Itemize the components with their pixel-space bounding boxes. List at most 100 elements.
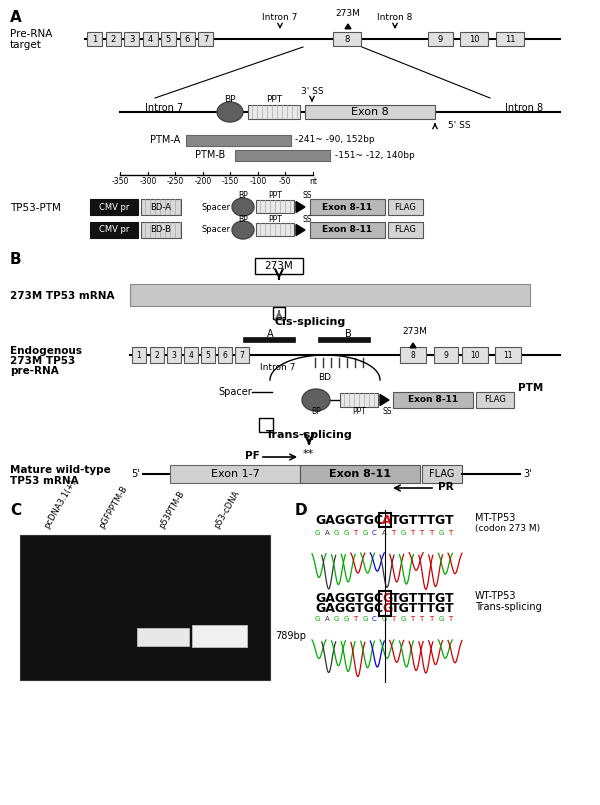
Bar bbox=[273, 307, 285, 319]
Text: 5': 5' bbox=[131, 469, 140, 479]
Text: Exon 8-11: Exon 8-11 bbox=[322, 225, 372, 234]
Bar bbox=[460, 32, 488, 46]
Text: 1: 1 bbox=[92, 35, 97, 43]
Bar bbox=[141, 199, 181, 215]
Text: Endogenous: Endogenous bbox=[10, 346, 82, 356]
Text: 7: 7 bbox=[239, 350, 244, 360]
Polygon shape bbox=[296, 201, 305, 213]
Text: PR: PR bbox=[438, 482, 454, 492]
Text: 4: 4 bbox=[188, 350, 193, 360]
Text: -241~ -90, 152bp: -241~ -90, 152bp bbox=[295, 135, 374, 145]
Text: PF: PF bbox=[245, 451, 260, 461]
Text: G: G bbox=[382, 616, 387, 622]
Text: T: T bbox=[448, 616, 452, 622]
Bar bbox=[132, 347, 146, 363]
Text: T: T bbox=[448, 530, 452, 536]
Bar bbox=[300, 465, 420, 483]
Bar bbox=[186, 135, 291, 146]
Bar bbox=[106, 32, 121, 46]
Bar bbox=[170, 465, 300, 483]
Ellipse shape bbox=[232, 198, 254, 216]
Text: T: T bbox=[353, 616, 357, 622]
Text: TGTTTGT: TGTTTGT bbox=[391, 592, 455, 605]
Bar bbox=[476, 392, 514, 408]
Text: 3: 3 bbox=[172, 350, 176, 360]
Text: Intron 7: Intron 7 bbox=[145, 103, 183, 113]
Text: 8: 8 bbox=[344, 35, 350, 43]
Text: GAGGTGC: GAGGTGC bbox=[315, 514, 383, 526]
Text: G: G bbox=[334, 530, 340, 536]
Text: -350: -350 bbox=[112, 176, 128, 185]
Text: 273M TP53 mRNA: 273M TP53 mRNA bbox=[10, 291, 115, 301]
Text: A: A bbox=[382, 514, 392, 526]
Bar bbox=[161, 32, 176, 46]
Text: Pre-RNA: Pre-RNA bbox=[10, 29, 52, 39]
Text: FLAG: FLAG bbox=[430, 469, 455, 479]
Text: CMV pr: CMV pr bbox=[99, 225, 129, 234]
Text: Cis-splicing: Cis-splicing bbox=[274, 317, 346, 327]
Text: 8: 8 bbox=[410, 350, 415, 360]
Bar bbox=[124, 32, 139, 46]
Bar bbox=[333, 32, 361, 46]
Bar bbox=[393, 392, 473, 408]
Text: 10: 10 bbox=[469, 35, 479, 43]
Text: TP53 mRNA: TP53 mRNA bbox=[10, 476, 79, 486]
Text: nt: nt bbox=[309, 176, 317, 185]
Bar bbox=[305, 105, 435, 119]
Text: G: G bbox=[439, 530, 444, 536]
Text: PTM-B: PTM-B bbox=[195, 150, 225, 160]
Text: A: A bbox=[325, 616, 329, 622]
Ellipse shape bbox=[217, 102, 243, 122]
Bar bbox=[20, 535, 270, 680]
Text: PTM-A: PTM-A bbox=[150, 135, 180, 145]
Text: T: T bbox=[410, 530, 414, 536]
Bar bbox=[379, 513, 391, 527]
Bar bbox=[150, 347, 164, 363]
Text: G: G bbox=[315, 616, 320, 622]
Text: 789bp: 789bp bbox=[275, 631, 306, 641]
Text: G: G bbox=[382, 602, 392, 616]
Text: 5: 5 bbox=[206, 350, 211, 360]
Bar bbox=[428, 32, 453, 46]
Bar bbox=[90, 199, 138, 215]
Bar bbox=[235, 150, 330, 161]
Text: pre-RNA: pre-RNA bbox=[10, 366, 59, 376]
Text: SS: SS bbox=[382, 407, 392, 416]
Bar bbox=[248, 105, 300, 119]
Text: TGTTTGT: TGTTTGT bbox=[391, 514, 455, 526]
Bar bbox=[434, 347, 458, 363]
Text: 2: 2 bbox=[111, 35, 116, 43]
Bar bbox=[184, 347, 198, 363]
Text: 6: 6 bbox=[223, 350, 227, 360]
Text: T: T bbox=[419, 616, 424, 622]
Text: Intron 8: Intron 8 bbox=[505, 103, 543, 113]
Text: -250: -250 bbox=[166, 176, 184, 185]
Text: T: T bbox=[429, 616, 433, 622]
Text: BP: BP bbox=[311, 407, 321, 416]
Text: Exon 8: Exon 8 bbox=[351, 107, 389, 117]
Text: pGFPPTM-B: pGFPPTM-B bbox=[97, 484, 129, 530]
Text: SS: SS bbox=[302, 214, 312, 224]
Text: T: T bbox=[353, 530, 357, 536]
Text: Trans-splicing: Trans-splicing bbox=[266, 430, 352, 440]
Text: -150: -150 bbox=[221, 176, 239, 185]
Text: BD-A: BD-A bbox=[151, 203, 172, 212]
Bar bbox=[340, 393, 378, 407]
Ellipse shape bbox=[302, 389, 330, 411]
Text: target: target bbox=[10, 40, 42, 50]
Text: T: T bbox=[429, 530, 433, 536]
Text: G: G bbox=[401, 616, 406, 622]
Text: G: G bbox=[382, 592, 392, 605]
Bar bbox=[259, 418, 273, 432]
Text: 3' SS: 3' SS bbox=[301, 88, 323, 97]
Bar bbox=[256, 200, 294, 213]
Text: pcDNA3.1(+): pcDNA3.1(+) bbox=[42, 477, 77, 530]
Text: 273M: 273M bbox=[403, 328, 427, 336]
Text: 273M: 273M bbox=[265, 261, 293, 271]
Text: Intron 7: Intron 7 bbox=[260, 362, 295, 371]
Text: FLAG: FLAG bbox=[394, 203, 416, 212]
Bar bbox=[388, 222, 423, 238]
Text: 3: 3 bbox=[129, 35, 134, 43]
Text: G: G bbox=[362, 530, 368, 536]
Text: 3': 3' bbox=[523, 469, 532, 479]
